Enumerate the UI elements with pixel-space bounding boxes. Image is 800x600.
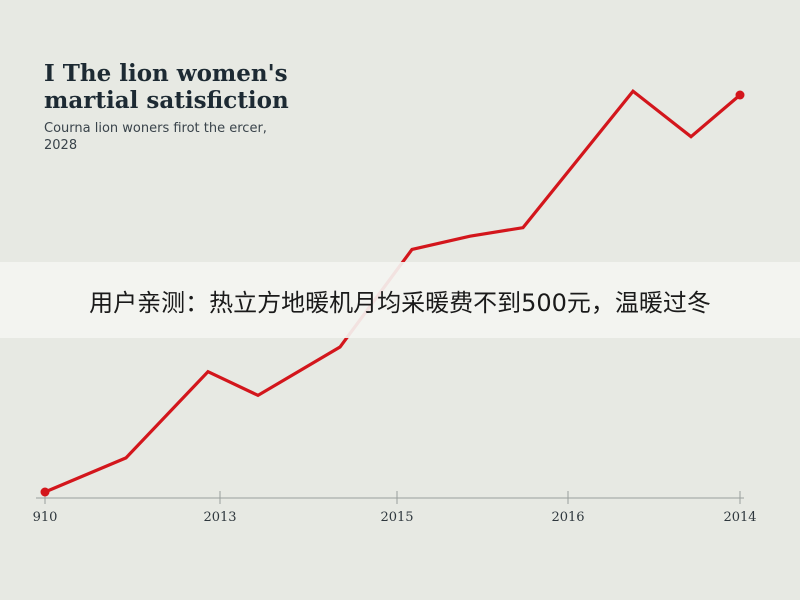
chart-subtitle: Courna lion woners firot the ercer, 2028 [44, 121, 267, 153]
x-tick-label: 2014 [723, 510, 756, 525]
x-ticks [44, 491, 741, 504]
x-tick-label: 910 [33, 510, 58, 525]
series-line [44, 88, 742, 494]
x-tick-label: 2015 [380, 510, 413, 525]
x-tick-label: 2016 [551, 510, 584, 525]
x-tick-label: 2013 [203, 510, 236, 525]
start-point [40, 487, 50, 497]
x-tick-labels: 910 2013 2015 2016 2014 [33, 510, 757, 525]
promo-banner[interactable]: 用户亲测：热立方地暖机月均采暖费不到500元，温暖过冬 [0, 262, 800, 338]
banner-text: 用户亲测：热立方地暖机月均采暖费不到500元，温暖过冬 [89, 288, 711, 317]
end-point [735, 90, 745, 100]
chart-title: I The lion women's martial satisfiction [44, 60, 289, 114]
series-lines [40, 88, 745, 497]
